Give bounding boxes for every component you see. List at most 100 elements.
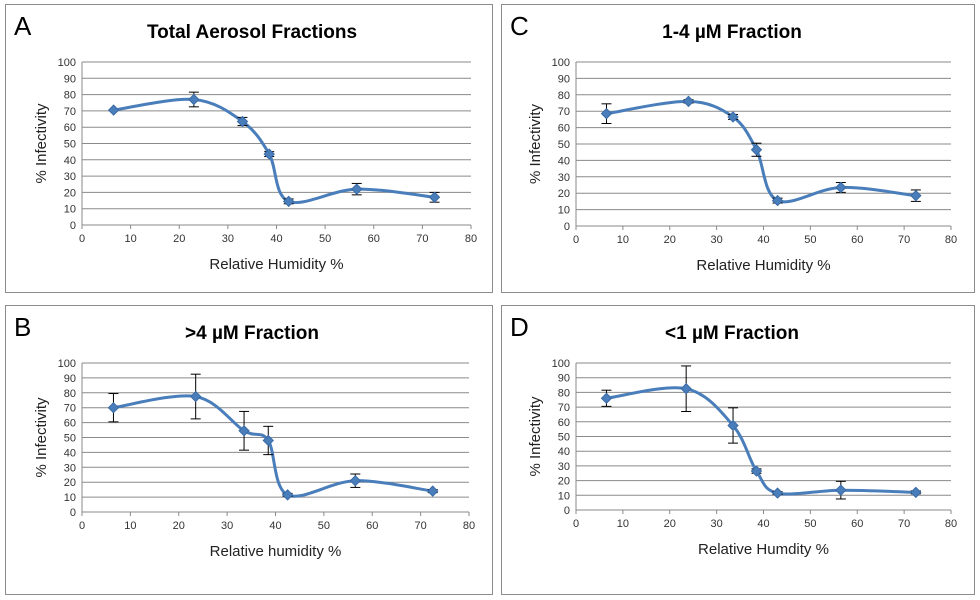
x-tick-label-a: 40 bbox=[270, 233, 282, 245]
x-tick-label-a: 30 bbox=[222, 233, 234, 245]
data-point-b bbox=[262, 434, 274, 447]
data-point-c bbox=[682, 95, 695, 108]
x-tick-label-d: 50 bbox=[804, 518, 816, 530]
y-tick-label-d: 20 bbox=[558, 476, 570, 488]
y-tick-label-b: 40 bbox=[64, 447, 76, 459]
y-tick-label-c: 90 bbox=[558, 73, 570, 85]
y-tick-label-b: 30 bbox=[64, 462, 76, 474]
panel-letter-a: A bbox=[14, 11, 32, 41]
y-tick-label-c: 40 bbox=[558, 155, 570, 167]
y-axis-label-d: % Infectivity bbox=[527, 396, 544, 477]
y-tick-label-c: 30 bbox=[558, 172, 570, 184]
x-axis-label-c: Relative Humidity % bbox=[696, 257, 830, 274]
y-tick-label-b: 0 bbox=[70, 507, 76, 519]
x-tick-label-b: 40 bbox=[269, 520, 281, 532]
x-axis-label-d: Relative Humdity % bbox=[698, 541, 829, 558]
x-tick-label-c: 10 bbox=[617, 234, 629, 246]
chart-c-svg: C 1-4 µM Fraction 0 10 20 30 40 50 60 70 80 90 100 0 1… bbox=[510, 11, 957, 274]
panel-a: A Total Aerosol Fractions 0 10 20 30 40 50 60 70 8… bbox=[5, 4, 493, 293]
x-tick-label-d: 70 bbox=[898, 518, 910, 530]
data-point-d bbox=[680, 383, 692, 395]
y-tick-label-c: 50 bbox=[558, 139, 570, 151]
panel-d: D <1 µM Fraction 0 10 20 30 40 50 60 70 80 90 100 0 10… bbox=[501, 305, 975, 595]
data-point-b bbox=[238, 425, 250, 437]
panel-c: C 1-4 µM Fraction 0 10 20 30 40 50 60 70 80 90 100 0 1… bbox=[501, 4, 975, 293]
x-tick-label-a: 10 bbox=[125, 233, 137, 245]
data-point-a bbox=[263, 148, 275, 160]
y-tick-label-a: 90 bbox=[64, 73, 76, 85]
y-tick-label-c: 20 bbox=[558, 188, 570, 200]
data-point-a bbox=[351, 183, 363, 195]
data-point-b bbox=[349, 475, 362, 487]
x-tick-label-d: 60 bbox=[851, 518, 863, 530]
data-point-a bbox=[282, 195, 295, 208]
y-tick-label-a: 60 bbox=[64, 122, 76, 134]
y-tick-label-c: 0 bbox=[564, 221, 570, 233]
y-tick-label-a: 0 bbox=[70, 220, 76, 232]
panel-letter-b: B bbox=[14, 312, 31, 342]
chart-title-b: >4 µM Fraction bbox=[185, 323, 319, 344]
x-tick-label-a: 70 bbox=[416, 233, 428, 245]
chart-d-svg: D <1 µM Fraction 0 10 20 30 40 50 60 70 80 90 100 0 10… bbox=[510, 312, 957, 558]
chart-title-a: Total Aerosol Fractions bbox=[147, 22, 357, 43]
y-axis-label-c: % Infectivity bbox=[527, 103, 544, 184]
data-point-d bbox=[771, 487, 784, 499]
series-line-d bbox=[606, 386, 916, 496]
data-point-b bbox=[281, 489, 294, 501]
x-axis-label-b: Relative humidity % bbox=[210, 543, 342, 560]
data-point-a bbox=[107, 104, 120, 116]
data-point-a bbox=[428, 191, 441, 203]
y-tick-label-a: 70 bbox=[64, 106, 76, 118]
data-point-d bbox=[750, 465, 763, 477]
x-tick-label-c: 80 bbox=[945, 234, 957, 246]
y-tick-label-b: 50 bbox=[64, 433, 76, 445]
data-point-b bbox=[427, 485, 439, 497]
y-tick-label-b: 70 bbox=[64, 403, 76, 415]
series-line-c bbox=[606, 99, 916, 204]
data-point-b bbox=[107, 401, 120, 414]
x-tick-label-d: 20 bbox=[664, 518, 676, 530]
data-point-d bbox=[727, 419, 739, 432]
x-tick-label-a: 0 bbox=[79, 233, 85, 245]
chart-title-c: 1-4 µM Fraction bbox=[662, 22, 802, 43]
y-tick-label-a: 80 bbox=[64, 90, 76, 102]
data-point-c bbox=[771, 194, 784, 207]
y-tick-label-b: 90 bbox=[64, 373, 76, 385]
data-point-c bbox=[750, 144, 763, 156]
y-tick-label-d: 80 bbox=[558, 387, 570, 399]
y-axis-label-b: % Infectivity bbox=[33, 397, 50, 478]
y-tick-label-a: 20 bbox=[64, 187, 76, 199]
x-tick-label-c: 50 bbox=[804, 234, 816, 246]
data-point-c bbox=[727, 111, 739, 123]
y-tick-label-d: 60 bbox=[558, 417, 570, 429]
y-tick-label-a: 50 bbox=[64, 139, 76, 151]
x-tick-label-a: 60 bbox=[368, 233, 380, 245]
data-point-d bbox=[835, 484, 847, 496]
y-tick-label-a: 10 bbox=[64, 204, 76, 216]
x-tick-label-d: 0 bbox=[573, 518, 579, 530]
data-point-b bbox=[189, 390, 202, 403]
x-tick-label-c: 0 bbox=[573, 234, 579, 246]
y-tick-label-d: 90 bbox=[558, 373, 570, 385]
data-point-d bbox=[600, 392, 613, 404]
x-tick-label-b: 70 bbox=[415, 520, 427, 532]
y-tick-label-d: 30 bbox=[558, 461, 570, 473]
x-tick-label-a: 50 bbox=[319, 233, 331, 245]
x-tick-label-c: 20 bbox=[664, 234, 676, 246]
y-tick-label-d: 40 bbox=[558, 446, 570, 458]
y-tick-label-c: 100 bbox=[552, 57, 570, 69]
panel-letter-d: D bbox=[510, 312, 529, 342]
chart-b-svg: B >4 µM Fraction 0 10 20 30 40 50 60 70 80 90 100 0 10… bbox=[14, 312, 475, 560]
y-tick-label-b: 10 bbox=[64, 492, 76, 504]
y-tick-label-b: 60 bbox=[64, 418, 76, 430]
data-point-d bbox=[910, 486, 922, 499]
data-point-c bbox=[600, 107, 613, 120]
x-tick-label-b: 50 bbox=[318, 520, 330, 532]
data-point-c bbox=[835, 181, 847, 194]
y-tick-label-a: 40 bbox=[64, 155, 76, 167]
x-tick-label-b: 10 bbox=[124, 520, 136, 532]
y-tick-label-c: 60 bbox=[558, 123, 570, 135]
x-axis-label-a: Relative Humidity % bbox=[209, 256, 343, 273]
y-tick-label-a: 30 bbox=[64, 171, 76, 183]
y-tick-label-a: 100 bbox=[58, 57, 76, 69]
